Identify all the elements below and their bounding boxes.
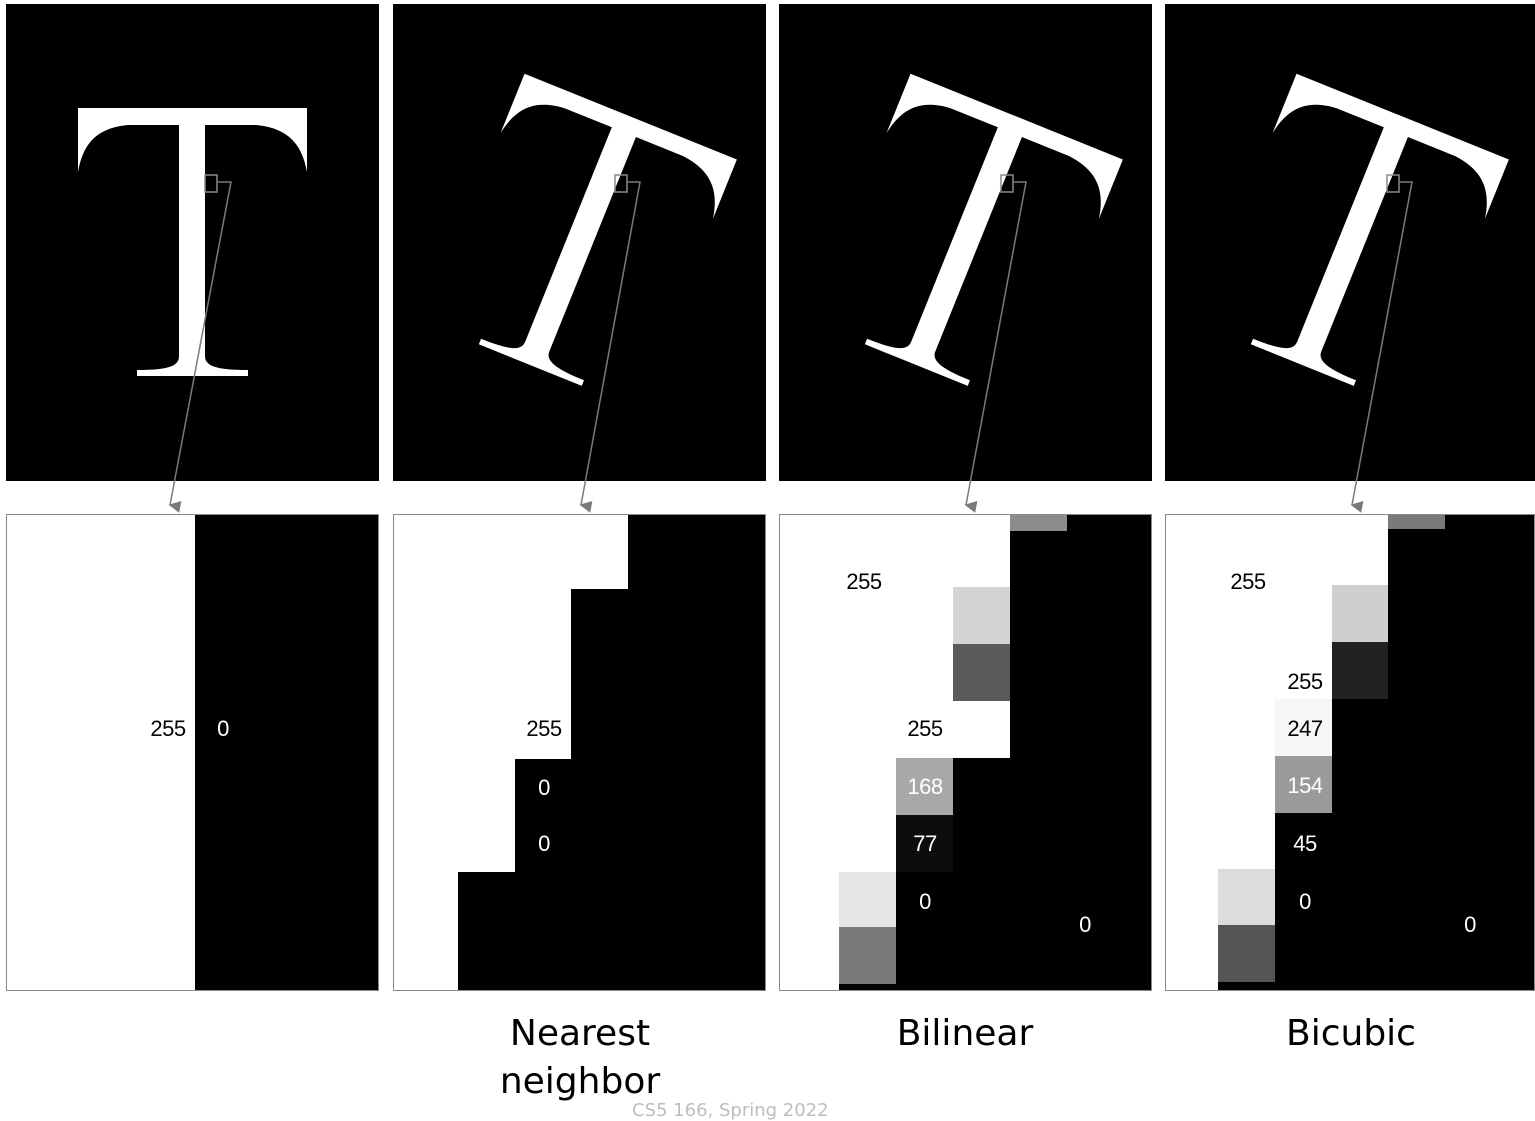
gray-pixel — [1275, 699, 1332, 756]
white-pixel-block — [394, 515, 628, 589]
caption-bilinear: Bilinear — [896, 1013, 1034, 1054]
pixel-value-label: 45 — [1293, 831, 1317, 856]
pixel-value-label: 0 — [538, 775, 550, 800]
letter-t-glyph — [478, 73, 737, 386]
sample-region-box — [204, 174, 218, 193]
white-pixel-block — [394, 759, 515, 872]
white-pixel-block — [394, 589, 571, 759]
gray-pixel — [1275, 756, 1332, 813]
gray-pixel — [839, 927, 896, 984]
pixel-value-label: 255 — [526, 716, 562, 741]
black-pixel-block — [1332, 699, 1534, 990]
gray-pixel — [1218, 925, 1275, 982]
pixel-value-label: 0 — [538, 831, 550, 856]
arrow-bilinear — [964, 181, 1027, 513]
footer-course-label: CS5 166, Spring 2022 — [632, 1100, 829, 1121]
arrow-original — [168, 181, 232, 513]
pixel-value-label: 0 — [1299, 889, 1311, 914]
gray-pixel — [896, 758, 953, 815]
gray-pixel — [953, 644, 1010, 701]
pixel-value-label: 247 — [1287, 716, 1323, 741]
pixel-value-label: 255 — [1287, 669, 1323, 694]
pixel-value-label: 0 — [1464, 912, 1476, 937]
letter-t-glyph — [78, 108, 307, 376]
pixel-value-label: 168 — [907, 774, 943, 799]
gray-pixel — [839, 872, 896, 927]
white-pixel-region — [7, 515, 195, 990]
bilinear-t-image — [779, 4, 1152, 481]
bilinear-zoom-panel: 255 255 168 77 0 0 — [779, 514, 1152, 991]
gray-pixel — [1010, 515, 1067, 531]
pixel-value-label: 0 — [217, 716, 229, 741]
gray-pixel — [1388, 515, 1445, 529]
arrow-bicubic — [1350, 181, 1413, 513]
pixel-value-label: 255 — [1230, 569, 1266, 594]
gray-pixel — [1218, 869, 1275, 925]
gray-pixel — [953, 587, 1010, 644]
black-pixel — [839, 984, 896, 990]
caption-line: Nearest — [509, 1013, 651, 1054]
black-pixel-block — [896, 872, 953, 990]
gray-pixel — [1332, 585, 1388, 642]
arrow-nearest — [579, 181, 641, 513]
black-pixel-block — [1275, 813, 1332, 990]
letter-t-glyph — [864, 73, 1123, 386]
bicubic-t-image — [1165, 4, 1535, 481]
original-zoom-panel: 255 0 — [6, 514, 379, 991]
white-pixel-block — [394, 872, 458, 990]
caption-line: neighbor — [499, 1061, 661, 1102]
gray-pixel — [1332, 642, 1388, 699]
pixel-value-label: 255 — [150, 716, 186, 741]
zoom-connector-arrows — [168, 181, 1413, 513]
letter-t-glyph — [1250, 73, 1509, 386]
black-pixel — [1218, 982, 1275, 990]
sample-region-box — [614, 174, 628, 193]
caption-nearest: Nearest neighbor — [430, 1010, 730, 1106]
sample-region-box — [1386, 174, 1400, 193]
pixel-value-label: 154 — [1287, 773, 1323, 798]
nearest-t-image — [393, 4, 766, 481]
white-pixel — [953, 701, 1010, 758]
gray-pixel — [896, 815, 953, 872]
pixel-value-label: 0 — [919, 889, 931, 914]
white-pixel-block — [1166, 515, 1388, 585]
caption-bicubic: Bicubic — [1286, 1013, 1416, 1054]
pixel-value-label: 0 — [1079, 912, 1091, 937]
pixel-value-label: 77 — [913, 831, 937, 856]
black-pixel-block — [953, 758, 1151, 990]
bicubic-zoom-panel: 255 255 247 154 45 0 0 — [1165, 514, 1535, 991]
nearest-zoom-panel: 255 0 0 — [393, 514, 766, 991]
pixel-value-label: 255 — [846, 569, 882, 594]
original-t-image — [6, 4, 379, 481]
sample-region-box — [1000, 174, 1014, 193]
white-pixel-block — [780, 515, 1010, 587]
pixel-value-label: 255 — [907, 716, 943, 741]
